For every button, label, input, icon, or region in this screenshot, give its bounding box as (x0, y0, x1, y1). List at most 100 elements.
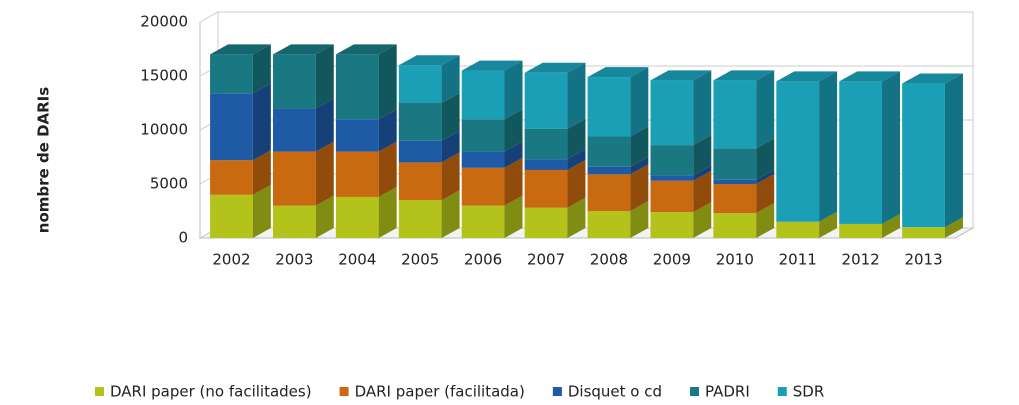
bar-side (944, 73, 963, 228)
bar-stack (398, 55, 460, 238)
bar-top (461, 60, 523, 71)
bar-segment (335, 54, 379, 120)
bar-segment (210, 93, 253, 161)
bar-side (756, 169, 775, 184)
bar-side (693, 170, 712, 213)
bar-segment (272, 205, 316, 238)
bar-segment (398, 103, 442, 141)
bar-side (567, 118, 586, 160)
bar-segment (272, 151, 316, 206)
bar-segment (713, 148, 757, 180)
bar-segment (398, 162, 442, 201)
bar-side (504, 141, 523, 168)
bar-side (315, 44, 334, 109)
bar-segment (650, 212, 694, 238)
bar-segment (839, 81, 883, 224)
bar-side (252, 83, 271, 161)
bar-side (441, 152, 460, 201)
bar-stack (587, 67, 649, 238)
bar-side (630, 164, 649, 211)
bar-stack (650, 70, 712, 238)
legend-label: DARI paper (facilitada) (355, 383, 525, 401)
bar-segment (713, 213, 757, 238)
bar-segment (210, 194, 253, 238)
bar-side (441, 55, 460, 103)
bar-segment (650, 80, 694, 146)
bar-segment (839, 223, 883, 238)
y-tick-label: 10000 (140, 121, 188, 139)
bar-segment (335, 196, 379, 238)
bar-segment (272, 108, 316, 152)
bar-side (504, 195, 523, 238)
legend-swatch (95, 387, 104, 396)
bar-segment (587, 136, 631, 167)
bar-segment (776, 81, 820, 222)
bar-segment (650, 175, 694, 181)
bar-side (756, 203, 775, 238)
bar-segment (461, 70, 505, 120)
bar-side (252, 44, 271, 94)
bar-side (441, 130, 460, 163)
x-tick-label: 2008 (590, 251, 628, 269)
bar-segment (524, 72, 568, 129)
bar-segment (398, 140, 442, 163)
grid-line (199, 11, 973, 23)
bar-stack (210, 44, 271, 238)
bar-segment (524, 159, 568, 170)
bar-side (819, 71, 838, 222)
legend-label: DARI paper (no facilitades) (110, 383, 312, 401)
bar-side (441, 190, 460, 238)
bar-top (839, 71, 901, 82)
bar-segment (524, 207, 568, 238)
bar-side (756, 174, 775, 214)
bar-side (882, 213, 901, 238)
bar-side (567, 62, 586, 129)
bar-side (693, 202, 712, 238)
legend-swatch (552, 387, 562, 396)
bar-segment (398, 200, 442, 238)
x-tick-label: 2010 (716, 251, 754, 269)
bar-segment (902, 83, 945, 228)
y-tick-label: 15000 (140, 67, 188, 85)
bar-segment (461, 205, 505, 238)
bar-side (693, 165, 712, 181)
bar-side (630, 156, 649, 175)
bar-top (272, 44, 334, 55)
x-tick-label: 2005 (401, 251, 439, 269)
bar-side (756, 70, 775, 149)
bar-side (630, 67, 649, 137)
bar-segment (650, 145, 694, 176)
bar-side (693, 135, 712, 176)
legend-swatch (339, 387, 349, 396)
bar-top (210, 44, 271, 55)
x-tick-label: 2009 (653, 251, 691, 269)
bar-side (315, 98, 334, 152)
bar-side (944, 217, 963, 238)
bar-segment (398, 65, 442, 103)
bar-segment (210, 54, 253, 94)
bar-segment (461, 167, 505, 206)
bar-top (587, 67, 649, 78)
x-tick-label: 2003 (275, 251, 313, 269)
x-tick-label: 2006 (464, 251, 502, 269)
bar-segment (650, 180, 694, 213)
bar-segment (713, 80, 757, 149)
bar-side (882, 71, 901, 224)
bar-segment (335, 119, 379, 152)
bar-side (567, 159, 586, 208)
bar-segment (461, 151, 505, 168)
bar-side (315, 195, 334, 238)
bar-side (504, 157, 523, 206)
bar-side (567, 149, 586, 170)
bar-side (252, 184, 271, 238)
bar-segment (587, 174, 631, 211)
x-tick-label: 2013 (904, 251, 942, 269)
bar-side (819, 211, 838, 238)
bar-stack (335, 44, 397, 238)
bar-side (378, 44, 397, 120)
bar-stack (776, 71, 838, 238)
bar-segment (776, 221, 820, 238)
bar-stack (902, 73, 963, 238)
bar-segment (902, 227, 945, 238)
